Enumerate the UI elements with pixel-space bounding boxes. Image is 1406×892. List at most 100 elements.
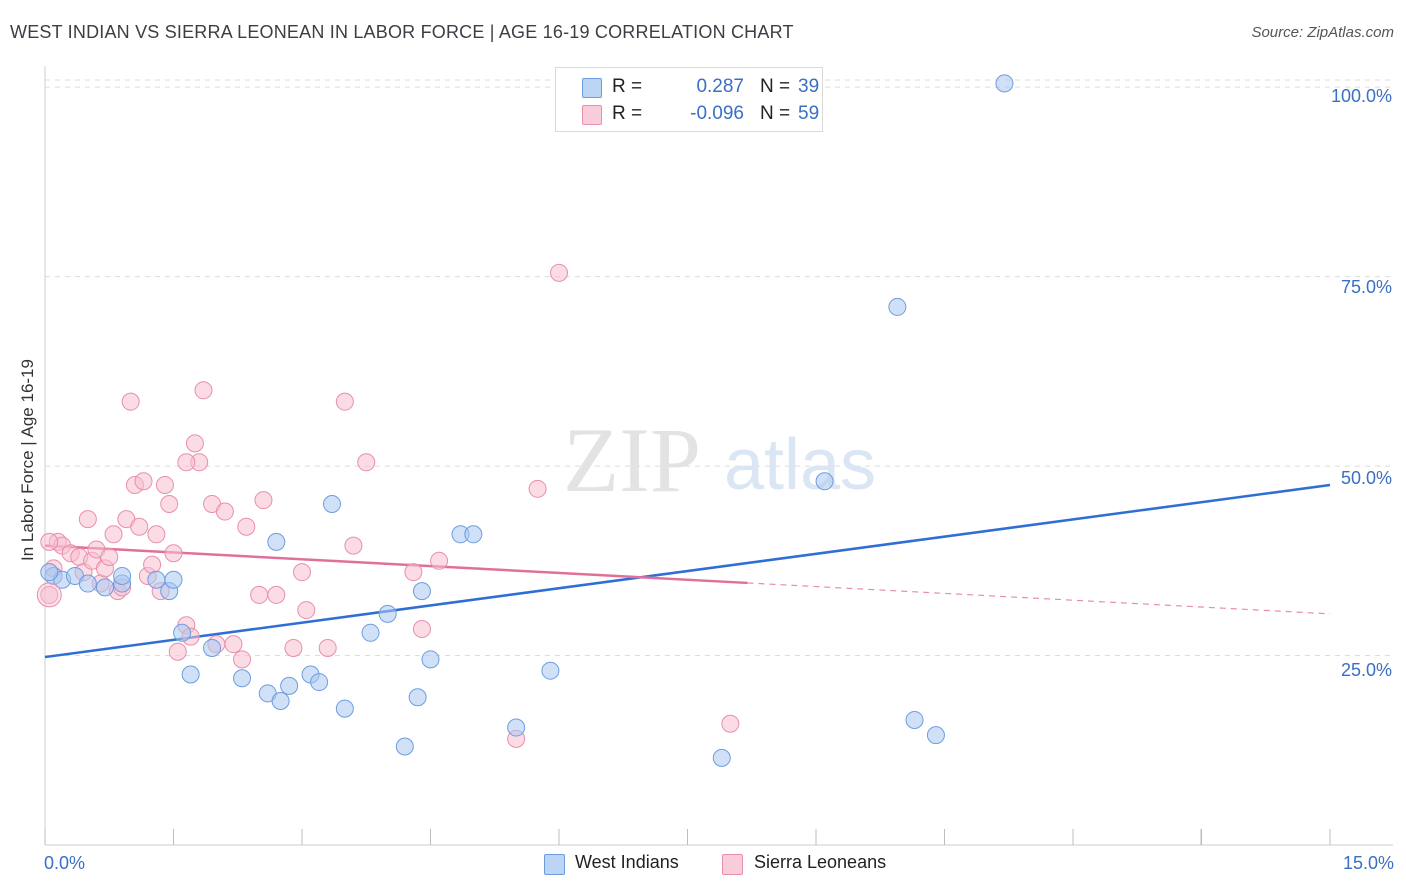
point-sierra-leonean: [297, 601, 316, 620]
point-sierra-leonean: [168, 642, 187, 661]
bottom-legend-label: West Indians: [575, 852, 679, 872]
point-west-indian: [995, 74, 1014, 93]
correlation-legend: R = 0.287 N = 39 R = -0.096 N = 59: [555, 67, 823, 132]
bottom-legend-swatch-pink: [722, 854, 743, 875]
point-sierra-leonean: [237, 517, 256, 536]
point-sierra-leonean: [284, 638, 303, 657]
bottom-legend-swatch-blue: [544, 854, 565, 875]
point-west-indian: [815, 472, 834, 491]
legend-r-value: 0.287: [696, 76, 744, 97]
point-west-indian: [164, 570, 183, 589]
point-west-indian: [464, 525, 483, 544]
y-axis-label: In Labor Force | Age 16-19: [18, 359, 37, 561]
legend-r-value: -0.096: [690, 103, 744, 124]
point-west-indian: [926, 726, 945, 745]
point-sierra-leonean: [335, 392, 354, 411]
point-sierra-leonean: [412, 620, 431, 639]
point-sierra-leonean: [318, 638, 337, 657]
data-points: [36, 74, 1014, 767]
point-sierra-leonean: [293, 563, 311, 582]
point-west-indian: [541, 661, 560, 680]
point-sierra-leonean: [121, 392, 140, 411]
legend-swatch-pink: [582, 105, 602, 125]
legend-n-label: N =: [760, 76, 791, 97]
point-west-indian: [95, 578, 114, 597]
point-west-indian: [40, 563, 59, 582]
point-sierra-leonean: [224, 635, 243, 654]
point-sierra-leonean: [78, 510, 97, 529]
point-sierra-leonean: [267, 585, 286, 604]
point-west-indian: [905, 710, 924, 729]
point-west-indian: [412, 582, 431, 601]
point-west-indian: [507, 718, 526, 737]
point-west-indian: [421, 650, 440, 669]
point-sierra-leonean: [194, 381, 213, 400]
y-tick-25: 25.0%: [1340, 660, 1392, 680]
point-sierra-leonean: [160, 494, 179, 513]
point-sierra-leonean: [155, 476, 174, 495]
legend-swatch-blue: [582, 78, 602, 98]
watermark: ZIP atlas: [563, 409, 876, 511]
point-sierra-leonean: [147, 525, 166, 544]
gridlines: [45, 79, 1393, 657]
point-west-indian: [712, 748, 731, 767]
point-west-indian: [233, 669, 252, 688]
x-axis-min: 0.0%: [44, 853, 86, 873]
point-west-indian: [888, 297, 907, 316]
point-sierra-leonean: [721, 714, 740, 733]
chart-title: WEST INDIAN VS SIERRA LEONEAN IN LABOR F…: [10, 22, 794, 42]
point-west-indian: [378, 604, 397, 623]
point-sierra-leonean: [215, 502, 234, 521]
legend-r-label: R =: [612, 76, 643, 97]
y-tick-50: 50.0%: [1340, 468, 1392, 488]
y-tick-100: 100.0%: [1330, 86, 1392, 106]
point-west-indian: [322, 494, 341, 513]
trend-line-west-indians: [44, 483, 1331, 659]
point-sierra-leonean: [100, 548, 119, 567]
bottom-legend-label: Sierra Leoneans: [754, 852, 887, 872]
point-west-indian: [335, 699, 354, 718]
point-sierra-leonean: [233, 650, 252, 669]
y-tick-75: 75.0%: [1340, 277, 1392, 297]
point-sierra-leonean: [164, 544, 183, 563]
point-sierra-leonean: [185, 434, 204, 453]
point-west-indian: [271, 692, 290, 711]
point-west-indian: [395, 737, 414, 756]
point-sierra-leonean: [344, 536, 363, 555]
point-sierra-leonean: [250, 585, 269, 604]
legend-n-value: 39: [798, 76, 820, 97]
watermark-atlas: atlas: [724, 425, 876, 505]
point-west-indian: [310, 673, 329, 692]
axes: [44, 66, 1393, 846]
point-sierra-leonean: [254, 491, 273, 510]
trend-line-sierra-leoneans: [44, 544, 748, 585]
point-sierra-leonean: [130, 517, 149, 536]
point-sierra-leonean: [177, 453, 196, 472]
trend-lines: [44, 483, 1331, 659]
point-sierra-leonean: [357, 453, 376, 472]
point-sierra-leonean: [40, 532, 59, 551]
point-sierra-leonean: [404, 563, 423, 582]
point-west-indian: [361, 623, 380, 642]
legend-n-value: 59: [798, 103, 820, 124]
point-west-indian: [78, 574, 97, 593]
point-sierra-leonean: [528, 479, 547, 498]
legend-n-label: N =: [760, 103, 791, 124]
trend-line-sierra-leoneans-extension: [747, 582, 1331, 615]
point-sierra-leonean: [104, 525, 123, 544]
watermark-zip: ZIP: [563, 409, 701, 511]
legend-r-label: R =: [612, 103, 643, 124]
x-axis-max: 15.0%: [1342, 853, 1394, 873]
point-sierra-leonean: [550, 263, 568, 282]
point-west-indian: [203, 638, 222, 657]
point-west-indian: [280, 676, 299, 695]
point-sierra-leonean: [40, 585, 59, 604]
point-west-indian: [113, 566, 132, 585]
point-west-indian: [173, 623, 192, 642]
point-sierra-leonean: [143, 555, 162, 574]
point-sierra-leonean: [430, 551, 449, 570]
point-sierra-leonean: [134, 472, 153, 491]
point-west-indian: [408, 688, 427, 707]
point-west-indian: [181, 665, 200, 684]
